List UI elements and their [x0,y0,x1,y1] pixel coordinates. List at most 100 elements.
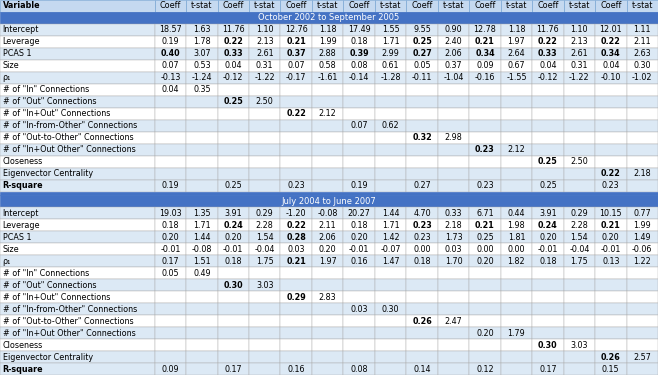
Bar [0,315,155,327]
Text: 0.04: 0.04 [162,86,179,94]
Text: Eigenvector Centrality: Eigenvector Centrality [3,169,93,178]
Text: 0.04: 0.04 [602,62,620,70]
Bar [406,243,438,255]
Text: 1.44: 1.44 [382,209,399,218]
Bar [438,351,469,363]
Bar [186,180,218,192]
Bar [469,108,501,120]
Bar [564,84,595,96]
Text: -0.17: -0.17 [286,74,307,82]
Text: Variable: Variable [3,2,40,10]
Text: 2.13: 2.13 [256,38,274,46]
Bar [280,291,312,303]
Bar [438,24,469,36]
Bar [312,24,343,36]
Bar [343,231,375,243]
Text: 0.30: 0.30 [634,62,651,70]
Bar [186,303,218,315]
Bar [564,315,595,327]
Text: 0.20: 0.20 [350,233,368,242]
Text: 0.07: 0.07 [350,121,368,130]
Bar [0,207,155,219]
Text: 0.09: 0.09 [162,364,179,374]
Bar [218,0,249,12]
Bar [469,84,501,96]
Text: 0.17: 0.17 [224,364,242,374]
Bar [532,144,564,156]
Text: 0.12: 0.12 [476,364,494,374]
Bar [406,144,438,156]
Text: 1.54: 1.54 [256,233,274,242]
Bar [375,156,406,168]
Bar [280,339,312,351]
Bar [155,168,186,180]
Text: 0.03: 0.03 [445,245,463,254]
Bar [155,132,186,144]
Text: PCAS 1: PCAS 1 [3,233,31,242]
Bar [155,207,186,219]
Bar [280,96,312,108]
Bar [406,219,438,231]
Bar [343,339,375,351]
Bar [406,156,438,168]
Bar [218,144,249,156]
Text: 0.21: 0.21 [286,38,306,46]
Text: 2.11: 2.11 [319,221,336,230]
Bar [186,327,218,339]
Bar [564,363,595,375]
Text: # of "Out" Connections: # of "Out" Connections [3,98,96,106]
Bar [438,231,469,243]
Bar [343,36,375,48]
Bar [343,255,375,267]
Text: 2.57: 2.57 [634,352,651,362]
Text: 2.28: 2.28 [570,221,588,230]
Text: 0.23: 0.23 [476,181,494,190]
Bar [280,363,312,375]
Bar [280,60,312,72]
Bar [218,303,249,315]
Bar [469,363,501,375]
Bar [218,327,249,339]
Text: 0.23: 0.23 [288,181,305,190]
Bar [501,180,532,192]
Bar [406,24,438,36]
Bar [375,108,406,120]
Text: 1.82: 1.82 [507,256,525,265]
Bar [564,231,595,243]
Text: 0.03: 0.03 [350,304,368,313]
Bar [438,108,469,120]
Text: t-stat: t-stat [443,2,464,10]
Bar [406,303,438,315]
Text: 0.25: 0.25 [476,233,494,242]
Bar [343,267,375,279]
Text: t-stat: t-stat [254,2,276,10]
Bar [469,180,501,192]
Bar [564,36,595,48]
Bar [343,363,375,375]
Bar [312,156,343,168]
Text: 12.78: 12.78 [474,26,496,34]
Text: 0.17: 0.17 [162,256,179,265]
Text: Leverage: Leverage [3,221,40,230]
Text: 1.47: 1.47 [382,256,399,265]
Bar [218,363,249,375]
Bar [438,156,469,168]
Bar [186,351,218,363]
Bar [155,24,186,36]
Text: 0.14: 0.14 [413,364,431,374]
Bar [375,132,406,144]
Bar [280,180,312,192]
Bar [0,231,155,243]
Text: 2.50: 2.50 [256,98,274,106]
Bar [532,279,564,291]
Text: Coeff: Coeff [474,2,495,10]
Text: 0.22: 0.22 [286,221,306,230]
Bar [595,291,626,303]
Text: 0.29: 0.29 [570,209,588,218]
Bar [501,96,532,108]
Bar [0,24,155,36]
Text: -1.02: -1.02 [632,74,653,82]
Bar [501,303,532,315]
Text: 0.90: 0.90 [445,26,463,34]
Bar [186,219,218,231]
